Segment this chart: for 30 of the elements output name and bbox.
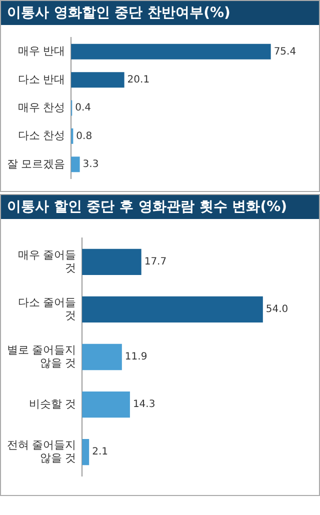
chart-title: 이통사 영화할인 중단 찬반여부(%) xyxy=(1,1,319,25)
y-tick-label: 전혀 줄어들지 않을 것 xyxy=(6,439,76,465)
chart-title: 이통사 할인 중단 후 영화관람 횟수 변화(%) xyxy=(1,195,319,219)
data-label: 3.3 xyxy=(82,158,99,170)
y-tick-label: 매우 줄어들 것 xyxy=(18,249,76,275)
y-tick-label: 매우 찬성 xyxy=(18,102,66,114)
data-label: 0.4 xyxy=(75,102,92,114)
bar xyxy=(82,296,263,323)
data-label: 14.3 xyxy=(132,399,156,410)
data-label: 20.1 xyxy=(127,74,150,86)
bar xyxy=(82,248,142,276)
data-label: 0.8 xyxy=(76,130,92,142)
y-tick-label: 별로 줄어들지 않을 것 xyxy=(6,344,76,370)
y-tick-label: 다소 줄어들 것 xyxy=(18,296,76,322)
data-label: 11.9 xyxy=(124,352,148,363)
data-label: 2.1 xyxy=(92,446,108,458)
y-tick-label: 잘 모르겠음 xyxy=(6,158,66,170)
bar xyxy=(82,438,90,466)
y-tick-label: 비슷할 것 xyxy=(28,398,76,411)
bar xyxy=(82,344,122,370)
bar xyxy=(82,391,130,418)
bar xyxy=(71,44,271,60)
y-tick-label: 다소 찬성 xyxy=(18,130,66,142)
bar xyxy=(71,156,80,172)
data-label: 54.0 xyxy=(266,304,288,316)
data-label: 75.4 xyxy=(274,46,296,58)
data-label: 17.7 xyxy=(144,256,167,268)
y-tick-label: 매우 반대 xyxy=(18,46,66,58)
bar xyxy=(71,72,124,88)
y-tick-label: 다소 반대 xyxy=(18,74,66,86)
